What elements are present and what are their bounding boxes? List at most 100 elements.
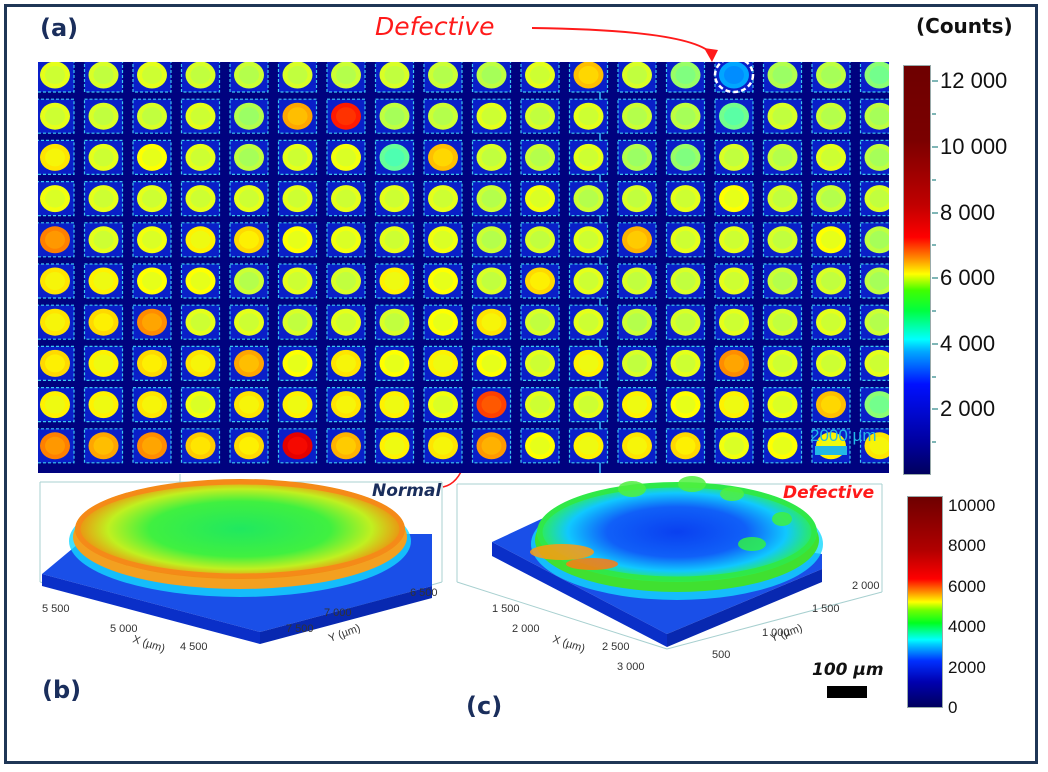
- led-emission-core: [821, 230, 841, 249]
- led-cell: [38, 180, 75, 217]
- led-emission-core: [821, 395, 841, 414]
- colorbar-3d-tick-label: 10000: [948, 496, 996, 516]
- led-emission-core: [93, 230, 114, 249]
- led-cell: [132, 180, 172, 217]
- normal-label: Normal: [372, 481, 442, 501]
- disc-top-surface: [75, 479, 405, 579]
- led-cell: [326, 428, 366, 464]
- led-emission-core: [821, 107, 841, 126]
- colorbar-tick-mark: [932, 277, 938, 280]
- led-emission-core: [869, 395, 889, 414]
- led-cell: [859, 263, 889, 299]
- colorbar-3d-tick-label: 2000: [948, 657, 986, 677]
- led-cell: [38, 62, 75, 93]
- led-cell: [180, 304, 221, 340]
- led-cell: [132, 222, 172, 258]
- led-emission-core: [190, 148, 211, 167]
- led-emission-core: [93, 148, 114, 167]
- led-cell: [83, 428, 124, 464]
- led-cell: [665, 387, 706, 423]
- led-cell: [180, 180, 221, 217]
- led-cell: [811, 263, 851, 299]
- led-emission-core: [93, 66, 114, 84]
- led-cell: [665, 98, 706, 134]
- led-cell: [714, 98, 754, 134]
- led-cell: [326, 387, 366, 423]
- y-axis-label: Y (µm): [769, 622, 804, 645]
- led-cell: [859, 345, 889, 381]
- led-emission-core: [627, 148, 647, 167]
- led-emission-core: [724, 436, 744, 455]
- led-emission-core: [821, 313, 841, 332]
- led-cell: [568, 263, 609, 299]
- led-emission-core: [287, 189, 308, 208]
- led-emission-core: [869, 436, 889, 455]
- led-emission-core: [481, 148, 502, 167]
- defective-label-c: Defective: [783, 483, 875, 503]
- led-emission-core: [433, 313, 453, 332]
- led-emission-core: [239, 313, 259, 332]
- led-emission-core: [336, 436, 356, 455]
- x-tick-label: 4 500: [180, 641, 208, 653]
- led-emission-core: [530, 436, 550, 455]
- led-cell: [38, 263, 75, 299]
- led-emission-core: [578, 354, 599, 373]
- colorbar-tick-mark: [932, 146, 938, 148]
- led-emission-core: [821, 272, 841, 290]
- led-cell: [229, 263, 269, 299]
- led-emission-core: [724, 148, 744, 167]
- led-emission-core: [336, 395, 356, 414]
- led-emission-core: [45, 354, 65, 373]
- led-cell: [423, 98, 463, 134]
- led-emission-core: [481, 395, 502, 414]
- led-emission-core: [93, 395, 114, 414]
- led-emission-core: [772, 107, 793, 126]
- led-emission-core: [384, 272, 405, 290]
- led-emission-core: [190, 436, 211, 455]
- led-cell: [714, 428, 754, 464]
- led-cell: [762, 139, 803, 176]
- led-cell: [520, 98, 560, 134]
- led-emission-core: [869, 272, 889, 290]
- led-cell: [471, 387, 512, 423]
- led-cell: [277, 180, 318, 217]
- led-emission-core: [675, 66, 696, 84]
- led-cell: [811, 304, 851, 340]
- led-cell: [132, 345, 172, 381]
- surface-plot-normal: 5 500 5 000 4 500 7 500 7 000 6 500 X (µm) Y (µ…: [39, 474, 443, 654]
- led-emission-core: [384, 66, 405, 84]
- led-emission-core: [336, 313, 356, 332]
- colorbar-3d-tick-label: 4000: [948, 617, 986, 637]
- led-cell: [180, 428, 221, 464]
- led-cell: [374, 387, 415, 423]
- colorbar-counts: [903, 65, 931, 475]
- led-emission-core: [287, 313, 308, 332]
- led-emission-core: [675, 107, 696, 126]
- led-emission-core: [45, 66, 65, 84]
- led-emission-core: [821, 66, 841, 84]
- led-cell: [762, 222, 803, 258]
- led-cell: [811, 139, 851, 176]
- led-cell: [374, 180, 415, 217]
- led-cell: [374, 139, 415, 176]
- disc-rim: [537, 482, 817, 582]
- led-emission-core: [239, 148, 259, 167]
- led-emission-core: [287, 354, 308, 373]
- led-cell: [762, 263, 803, 299]
- led-emission-core: [239, 189, 259, 208]
- led-cell: [617, 345, 657, 381]
- led-cell: [811, 180, 851, 217]
- surface-base-right-face: [260, 586, 432, 644]
- led-emission-core: [772, 395, 793, 414]
- led-cell: [374, 263, 415, 299]
- y-tick-label: 6 500: [410, 587, 438, 599]
- led-emission-core: [530, 395, 550, 414]
- led-emission-core: [239, 395, 259, 414]
- led-emission-core: [724, 230, 744, 249]
- led-emission-core: [821, 148, 841, 167]
- led-cell: [277, 62, 318, 93]
- led-cell: [423, 387, 463, 423]
- led-emission-core: [869, 66, 889, 84]
- led-emission-core: [530, 107, 550, 126]
- x-tick-label: 5 500: [42, 603, 70, 615]
